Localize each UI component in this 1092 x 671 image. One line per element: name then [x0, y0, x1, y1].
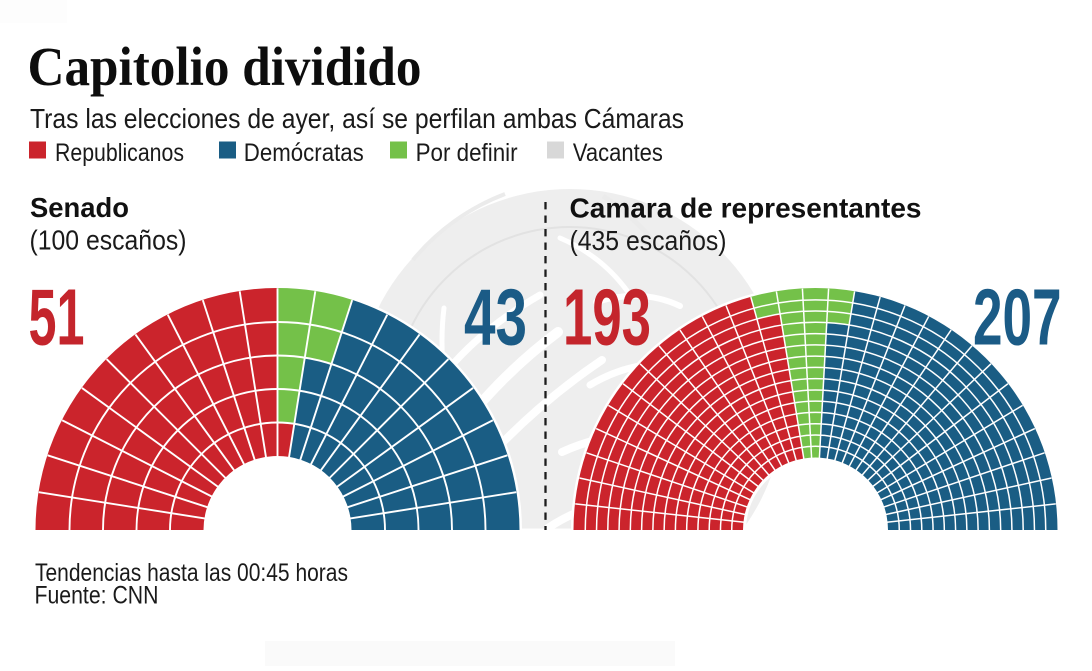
svg-text:Tendencias hasta las 00:45 hor: Tendencias hasta las 00:45 horas	[35, 559, 348, 587]
svg-text:Senado: Senado	[30, 192, 129, 223]
svg-text:207: 207	[973, 273, 1062, 362]
svg-text:Por definir: Por definir	[416, 139, 518, 167]
svg-text:Capitolio dividido: Capitolio dividido	[28, 36, 422, 97]
svg-text:43: 43	[464, 273, 527, 362]
svg-text:Tras las elecciones de ayer, a: Tras las elecciones de ayer, así se perf…	[30, 103, 684, 134]
svg-text:Fuente: CNN: Fuente: CNN	[35, 582, 159, 610]
svg-text:193: 193	[563, 273, 651, 362]
svg-text:(100 escaños): (100 escaños)	[30, 225, 187, 256]
svg-text:Vacantes: Vacantes	[573, 139, 663, 167]
svg-text:(435 escaños): (435 escaños)	[570, 225, 727, 256]
svg-text:Demócratas: Demócratas	[244, 139, 364, 167]
svg-text:51: 51	[29, 273, 85, 362]
svg-text:Republicanos: Republicanos	[55, 139, 184, 167]
svg-text:Camara de representantes: Camara de representantes	[570, 193, 922, 224]
